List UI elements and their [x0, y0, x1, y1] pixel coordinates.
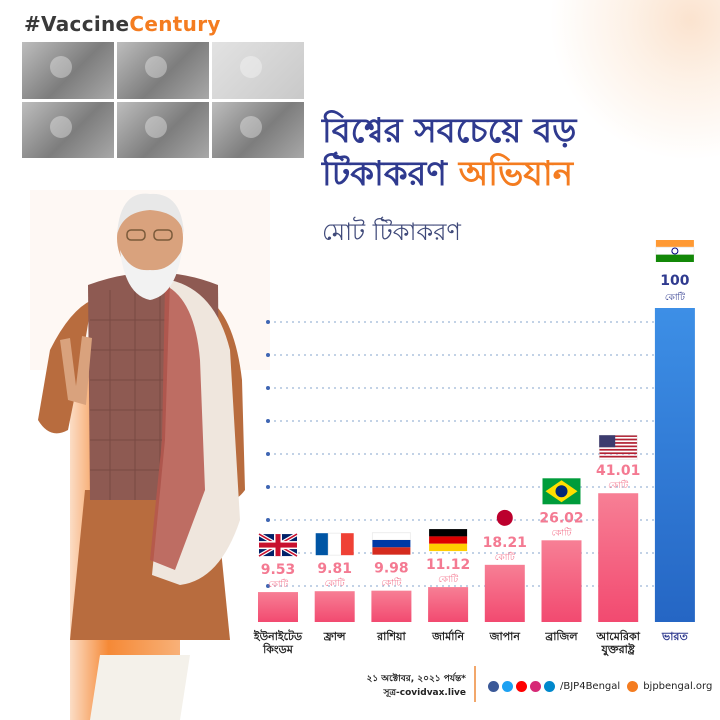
globe-icon: [627, 681, 639, 692]
page-title: বিশ্বের সবচেয়ে বড় টিকাকরণ অভিযান: [322, 110, 702, 196]
photo-collage: [22, 42, 304, 158]
collage-photo: [117, 101, 209, 158]
category-label: জার্মানি: [431, 629, 464, 643]
russia-flag-icon: [371, 532, 411, 555]
hashtag: #VaccineCentury: [24, 12, 221, 36]
category-label: রাশিয়া: [376, 629, 406, 643]
value-label: 9.98: [374, 561, 409, 577]
twitter-icon[interactable]: [502, 681, 513, 692]
leader-portrait: [30, 190, 270, 720]
unit-label: কোটি: [381, 577, 402, 589]
title-line-1: বিশ্বের সবচেয়ে বড়: [322, 111, 577, 151]
value-label: 26.02: [539, 510, 583, 526]
unit-label: কোটি: [665, 291, 686, 303]
grid-dot: [266, 353, 270, 357]
youtube-icon[interactable]: [516, 681, 527, 692]
grid-dot: [266, 386, 270, 390]
grid-dot: [266, 584, 270, 588]
bar: [654, 308, 695, 622]
india-flag-icon: [655, 240, 695, 262]
collage-photo: [212, 42, 304, 99]
value-label: 18.21: [483, 535, 527, 551]
category-label: ভারত: [661, 630, 688, 643]
category-label: ফ্রান্স: [323, 630, 347, 643]
bar: [314, 591, 355, 622]
bar: [598, 493, 639, 622]
france-flag-icon: [315, 532, 354, 556]
instagram-icon[interactable]: [530, 681, 541, 692]
category-label: আমেরিকা যুক্তরাষ্ট্র: [595, 629, 640, 657]
title-line-2: টিকাকরণ অভিযান: [322, 154, 574, 194]
unit-label: কোটি: [551, 526, 572, 538]
footer-divider: [474, 666, 476, 702]
footnote: ২১ অক্টোবর, ২০২১ পর্যন্ত* সূত্র-covidvax…: [316, 672, 466, 700]
chart-subtitle: মোট টিকাকরণ: [322, 218, 461, 246]
category-label: জাপান: [489, 630, 521, 643]
bar: [258, 592, 298, 622]
uk-flag-icon: [257, 532, 299, 558]
grid-dot: [266, 485, 270, 489]
unit-label: কোটি: [268, 578, 289, 590]
bar: [484, 564, 525, 622]
value-label: 9.81: [317, 561, 352, 577]
category-label: ব্রাজিল: [544, 629, 578, 643]
unit-label: কোটি: [438, 573, 459, 585]
value-label: 9.53: [261, 562, 296, 578]
grid-dot: [266, 419, 270, 423]
website-link[interactable]: bjpbengal.org: [643, 681, 713, 692]
collage-photo: [117, 42, 209, 99]
collage-photo: [212, 101, 304, 158]
bar: [541, 540, 582, 622]
unit-label: কোটি: [325, 577, 346, 589]
unit-label: কোটি: [608, 479, 629, 491]
collage-photo: [22, 101, 114, 158]
usa-flag-icon: [598, 434, 638, 460]
social-links: /BJP4Bengal bjpbengal.org: [488, 681, 716, 692]
value-label: 41.01: [596, 463, 640, 479]
japan-flag-icon: [496, 509, 513, 526]
germany-flag-icon: [429, 529, 468, 552]
grid-dot: [266, 452, 270, 456]
facebook-icon[interactable]: [488, 681, 499, 692]
telegram-icon[interactable]: [544, 681, 555, 692]
unit-label: কোটি: [495, 551, 516, 563]
grid-dot: [266, 320, 270, 324]
bar: [428, 587, 469, 622]
value-label: 11.12: [426, 557, 470, 573]
collage-photo: [22, 42, 114, 99]
bar: [371, 590, 412, 622]
brazil-flag-icon: [542, 478, 581, 505]
social-handle[interactable]: /BJP4Bengal: [560, 681, 621, 692]
footnote-date: ২১ অক্টোবর, ২০২১ পর্যন্ত*: [366, 674, 466, 684]
value-label: 100: [660, 273, 689, 289]
category-label: ইউনাইটেড কিংডম: [253, 629, 303, 656]
footnote-source: সূত্র-covidvax.live: [383, 688, 466, 698]
grid-dot: [266, 518, 270, 522]
